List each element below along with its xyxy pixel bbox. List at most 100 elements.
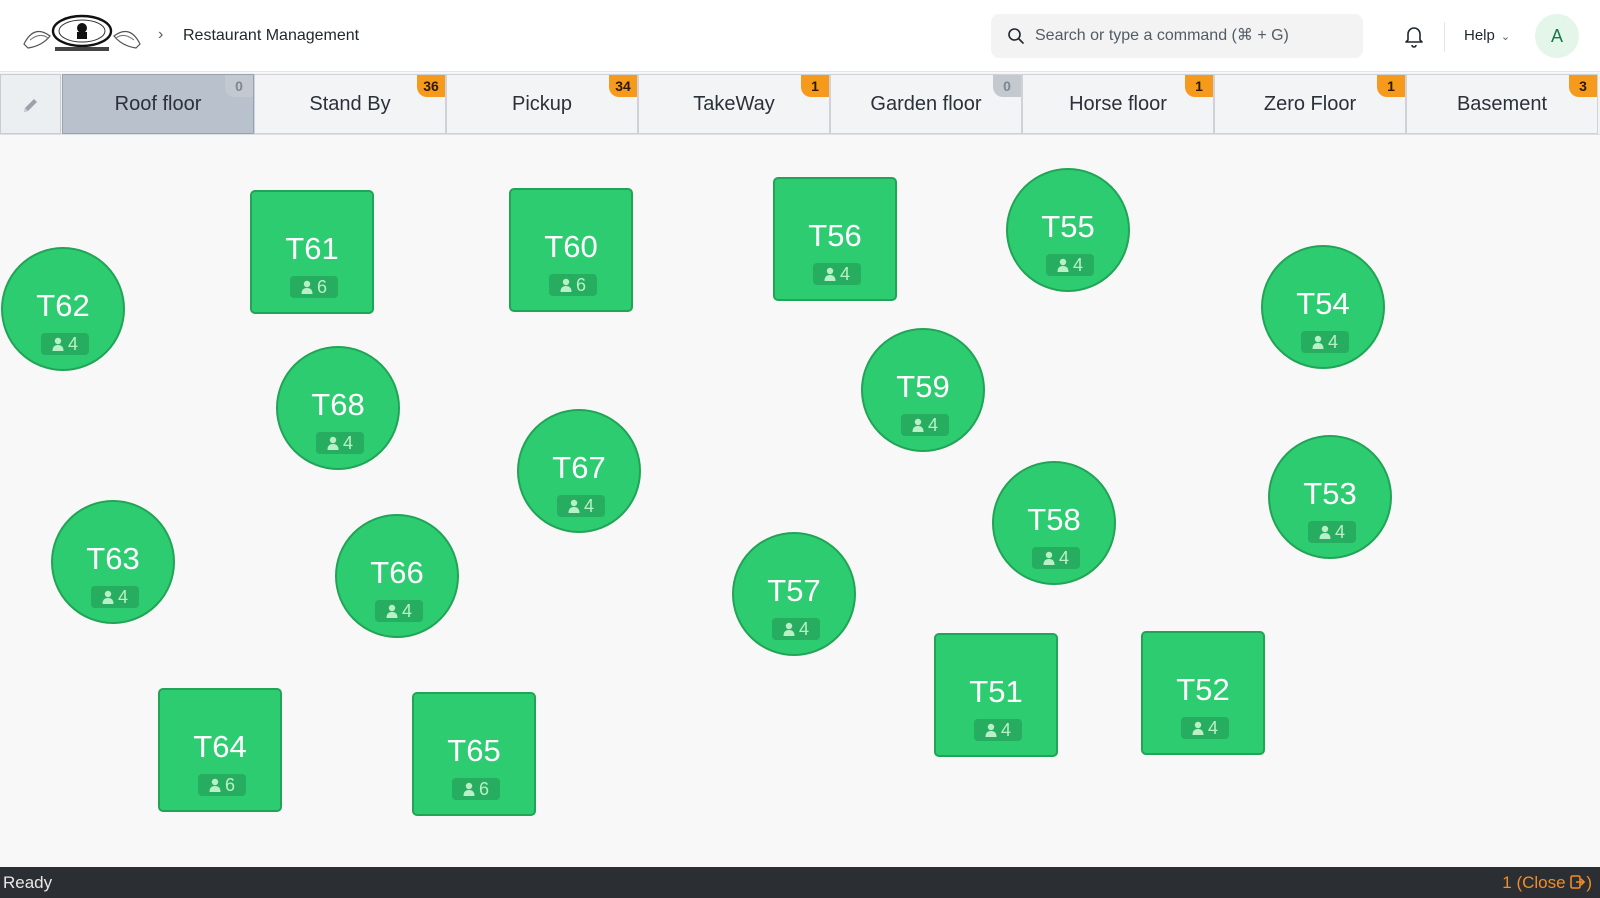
- table-t53[interactable]: T53 4: [1268, 435, 1392, 559]
- seat-count: 6: [549, 274, 597, 296]
- edit-floor-button[interactable]: [0, 74, 61, 134]
- table-t64[interactable]: T64 6: [158, 688, 282, 812]
- table-t54[interactable]: T54 4: [1261, 245, 1385, 369]
- seat-count: 4: [41, 333, 89, 355]
- status-bar: Ready 1 (Close ): [0, 867, 1600, 898]
- seat-count-value: 4: [583, 496, 594, 516]
- close-shift-label: 1 (Close: [1502, 873, 1566, 892]
- person-icon: [386, 604, 398, 618]
- table-t66[interactable]: T66 4: [335, 514, 459, 638]
- seat-count-value: 4: [67, 334, 78, 354]
- table-t56[interactable]: T56 4: [773, 177, 897, 301]
- table-t63[interactable]: T63 4: [51, 500, 175, 624]
- person-icon: [1057, 258, 1069, 272]
- tab-pickup[interactable]: Pickup 34: [446, 74, 638, 134]
- seat-count: 4: [375, 600, 423, 622]
- table-name: T55: [1041, 209, 1095, 244]
- seat-count-value: 4: [798, 619, 809, 639]
- table-name: T51: [969, 674, 1023, 709]
- table-t61[interactable]: T61 6: [250, 190, 374, 314]
- tab-count-badge: 1: [801, 75, 829, 97]
- tab-label: Basement: [1456, 93, 1548, 115]
- person-icon: [783, 622, 795, 636]
- tab-label: Garden floor: [870, 93, 982, 115]
- seat-count-value: 4: [401, 601, 412, 621]
- tab-count-badge: 0: [225, 75, 253, 97]
- table-name: T57: [767, 573, 821, 608]
- table-t68[interactable]: T68 4: [276, 346, 400, 470]
- exit-icon: [1570, 875, 1586, 889]
- tab-roof-floor[interactable]: Roof floor 0: [62, 74, 254, 134]
- breadcrumb-restaurant-management[interactable]: Restaurant Management: [183, 27, 360, 44]
- close-shift-button[interactable]: 1 (Close ): [1502, 873, 1592, 892]
- search-bar[interactable]: Search or type a command (⌘ + G): [991, 14, 1363, 58]
- table-t58[interactable]: T58 4: [992, 461, 1116, 585]
- table-name: T53: [1303, 476, 1357, 511]
- table-t59[interactable]: T59 4: [861, 328, 985, 452]
- tab-label: Stand By: [309, 93, 391, 115]
- table-t57[interactable]: T57 4: [732, 532, 856, 656]
- table-name: T68: [311, 387, 365, 422]
- seat-count: 6: [452, 778, 500, 800]
- table-name: T60: [544, 229, 598, 264]
- table-t67[interactable]: T67 4: [517, 409, 641, 533]
- seat-count: 4: [91, 586, 139, 608]
- tab-label: TakeWay: [693, 93, 775, 115]
- tab-takeway[interactable]: TakeWay 1: [638, 74, 830, 134]
- seat-count-value: 4: [1072, 255, 1083, 275]
- person-icon: [985, 723, 997, 737]
- seat-count-value: 4: [342, 433, 353, 453]
- table-name: T66: [370, 555, 424, 590]
- tab-stand-by[interactable]: Stand By 36: [254, 74, 446, 134]
- search-icon: [1007, 27, 1025, 45]
- seat-count: 6: [290, 276, 338, 298]
- help-dropdown[interactable]: Help ⌄: [1464, 26, 1510, 47]
- seat-count-value: 4: [1207, 718, 1218, 738]
- person-icon: [912, 418, 924, 432]
- person-icon: [1319, 525, 1331, 539]
- table-t55[interactable]: T55 4: [1006, 168, 1130, 292]
- seat-count-value: 4: [117, 587, 128, 607]
- table-t60[interactable]: T60 6: [509, 188, 633, 312]
- seat-count-value: 6: [224, 775, 235, 795]
- person-icon: [1043, 551, 1055, 565]
- seat-count: 4: [1032, 547, 1080, 569]
- table-t65[interactable]: T65 6: [412, 692, 536, 816]
- table-t62[interactable]: T62 4: [1, 247, 125, 371]
- tab-horse-floor[interactable]: Horse floor 1: [1022, 74, 1214, 134]
- table-name: T63: [86, 541, 140, 576]
- notification-bell-icon[interactable]: [1402, 23, 1426, 49]
- tab-count-badge: 34: [609, 75, 637, 97]
- table-name: T56: [808, 218, 862, 253]
- tab-count-badge: 1: [1185, 75, 1213, 97]
- person-icon: [209, 778, 221, 792]
- person-icon: [301, 280, 313, 294]
- chevron-down-icon: ⌄: [1500, 31, 1511, 43]
- navbar-divider: [1444, 22, 1445, 52]
- tab-basement[interactable]: Basement 3: [1406, 74, 1598, 134]
- person-icon: [824, 267, 836, 281]
- tab-garden-floor[interactable]: Garden floor 0: [830, 74, 1022, 134]
- table-name: T58: [1027, 502, 1081, 537]
- user-avatar[interactable]: A: [1535, 14, 1579, 58]
- seat-count-value: 4: [1058, 548, 1069, 568]
- seat-count: 4: [1308, 521, 1356, 543]
- person-icon: [560, 278, 572, 292]
- seat-count-value: 4: [1334, 522, 1345, 542]
- seat-count-value: 4: [1327, 332, 1338, 352]
- table-t51[interactable]: T51 4: [934, 633, 1058, 757]
- app-logo[interactable]: [20, 14, 144, 54]
- person-icon: [327, 436, 339, 450]
- tab-count-badge: 36: [417, 75, 445, 97]
- person-icon: [1192, 721, 1204, 735]
- status-text: Ready: [3, 873, 53, 892]
- floor-tabs: Roof floor 0 Stand By 36 Pickup 34 TakeW…: [0, 73, 1600, 135]
- tab-zero-floor[interactable]: Zero Floor 1: [1214, 74, 1406, 134]
- person-icon: [52, 337, 64, 351]
- tab-count-badge: 3: [1569, 75, 1597, 97]
- table-name: T52: [1176, 672, 1230, 707]
- table-t52[interactable]: T52 4: [1141, 631, 1265, 755]
- seat-count: 4: [1046, 254, 1094, 276]
- help-label: Help: [1464, 27, 1495, 44]
- person-icon: [102, 590, 114, 604]
